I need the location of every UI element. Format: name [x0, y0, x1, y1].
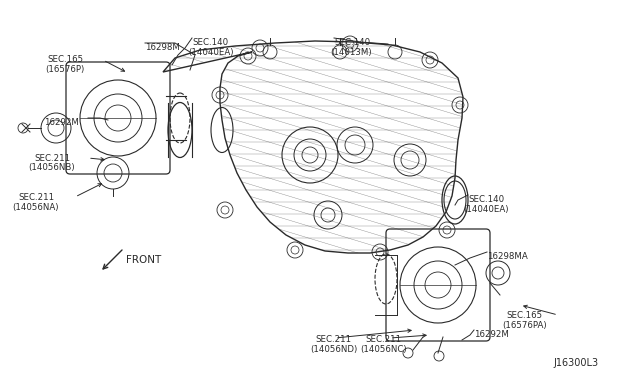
Text: (14013M): (14013M) [330, 48, 372, 57]
Text: (14040EA): (14040EA) [463, 205, 509, 214]
Text: SEC.140: SEC.140 [334, 38, 370, 47]
Text: SEC.140: SEC.140 [192, 38, 228, 47]
Text: FRONT: FRONT [126, 255, 161, 265]
Text: SEC.211: SEC.211 [34, 154, 70, 163]
Text: 16298MA: 16298MA [487, 252, 528, 261]
Text: SEC.165: SEC.165 [506, 311, 542, 320]
Text: SEC.165: SEC.165 [47, 55, 83, 64]
Text: SEC.211: SEC.211 [315, 335, 351, 344]
Text: 16298M: 16298M [145, 43, 180, 52]
Text: (14056NC): (14056NC) [360, 345, 406, 354]
Text: SEC.211: SEC.211 [365, 335, 401, 344]
Text: (14056NB): (14056NB) [28, 163, 75, 172]
Text: 16292M: 16292M [44, 118, 79, 127]
Text: (16576P): (16576P) [45, 65, 84, 74]
Text: 16292M: 16292M [474, 330, 509, 339]
Text: (14056ND): (14056ND) [310, 345, 357, 354]
Text: (14056NA): (14056NA) [12, 203, 58, 212]
Text: (16576PA): (16576PA) [502, 321, 547, 330]
PathPatch shape [163, 41, 463, 253]
Text: (14040EA): (14040EA) [188, 48, 234, 57]
Text: SEC.140: SEC.140 [468, 195, 504, 204]
Text: SEC.211: SEC.211 [18, 193, 54, 202]
Text: J16300L3: J16300L3 [553, 358, 598, 368]
